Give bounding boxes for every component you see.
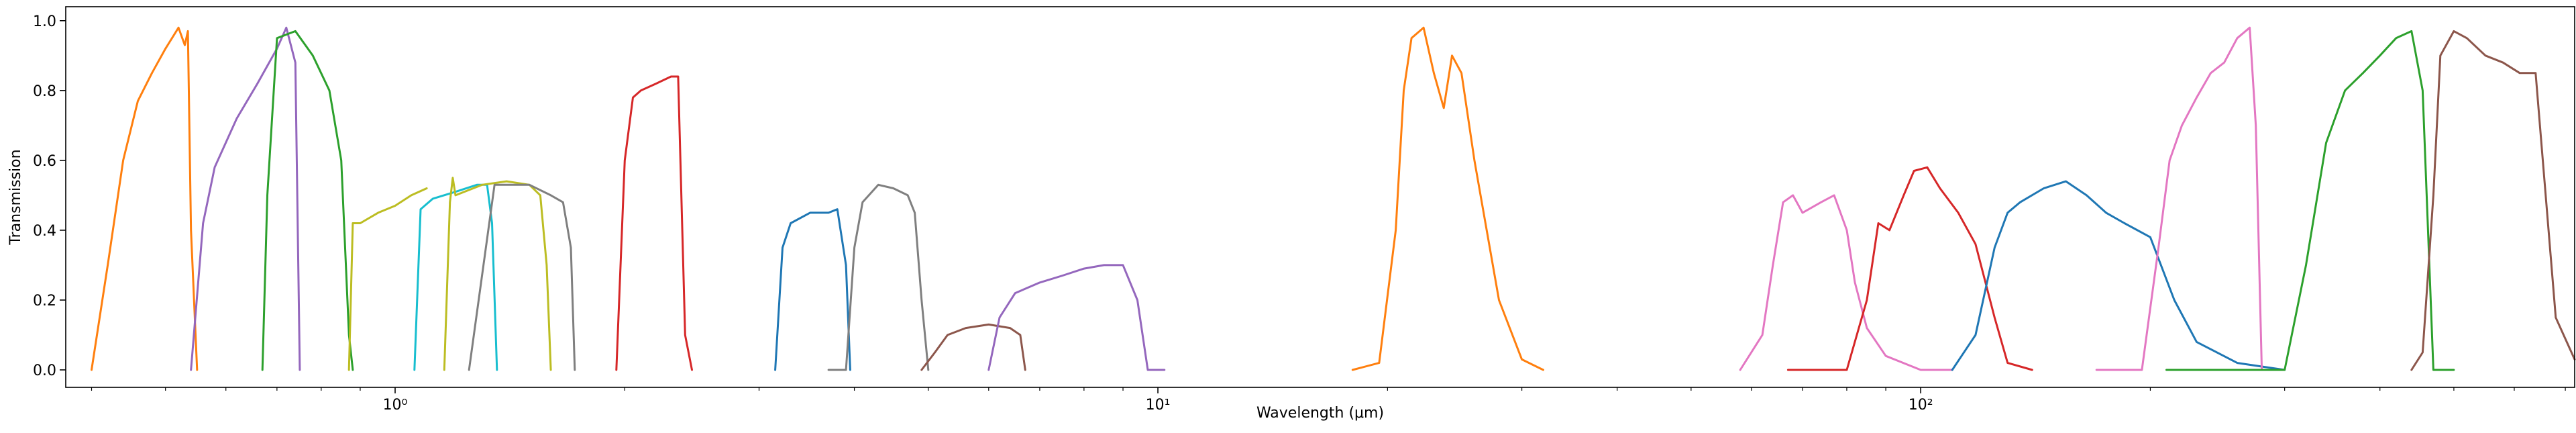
series-line-19 bbox=[2410, 30, 2576, 371]
x-tick-label: 10⁰ bbox=[383, 397, 408, 414]
series-line-5 bbox=[413, 183, 498, 371]
series-line-4 bbox=[347, 187, 428, 371]
series-line-6 bbox=[443, 177, 552, 371]
x-axis-label: Wavelength (μm) bbox=[1256, 405, 1384, 422]
series-layer bbox=[91, 26, 2576, 371]
x-axis-ticks: 10⁰ 10¹ 10² bbox=[91, 387, 2566, 414]
y-tick-label: 1.0 bbox=[33, 13, 56, 30]
series-line-15 bbox=[1786, 166, 2033, 371]
series-line-3 bbox=[261, 30, 354, 371]
plot-frame bbox=[65, 6, 2575, 388]
series-line-11 bbox=[920, 323, 1026, 371]
y-tick-label: 0.6 bbox=[33, 153, 56, 170]
series-line-9 bbox=[774, 208, 851, 371]
y-axis-label: Transmission bbox=[7, 149, 24, 245]
series-line-18 bbox=[2165, 30, 2455, 371]
series-line-8 bbox=[615, 75, 693, 371]
series-line-7 bbox=[468, 183, 576, 371]
series-line-17 bbox=[2095, 26, 2263, 371]
y-tick-label: 0.0 bbox=[33, 363, 56, 379]
y-tick-label: 0.8 bbox=[33, 83, 56, 100]
y-tick-label: 0.4 bbox=[33, 223, 56, 240]
series-line-14 bbox=[1739, 194, 1953, 371]
series-line-16 bbox=[1951, 180, 2286, 371]
series-line-2 bbox=[190, 26, 301, 371]
series-line-1 bbox=[91, 26, 199, 371]
series-line-10 bbox=[827, 183, 930, 371]
x-tick-label: 10¹ bbox=[1146, 397, 1171, 414]
y-axis-ticks: 0.0 0.2 0.4 0.6 0.8 1.0 bbox=[33, 13, 66, 379]
series-line-13 bbox=[1351, 26, 1544, 371]
series-line-12 bbox=[987, 264, 1166, 371]
x-tick-label: 10² bbox=[1909, 397, 1933, 414]
y-tick-label: 0.2 bbox=[33, 293, 56, 309]
